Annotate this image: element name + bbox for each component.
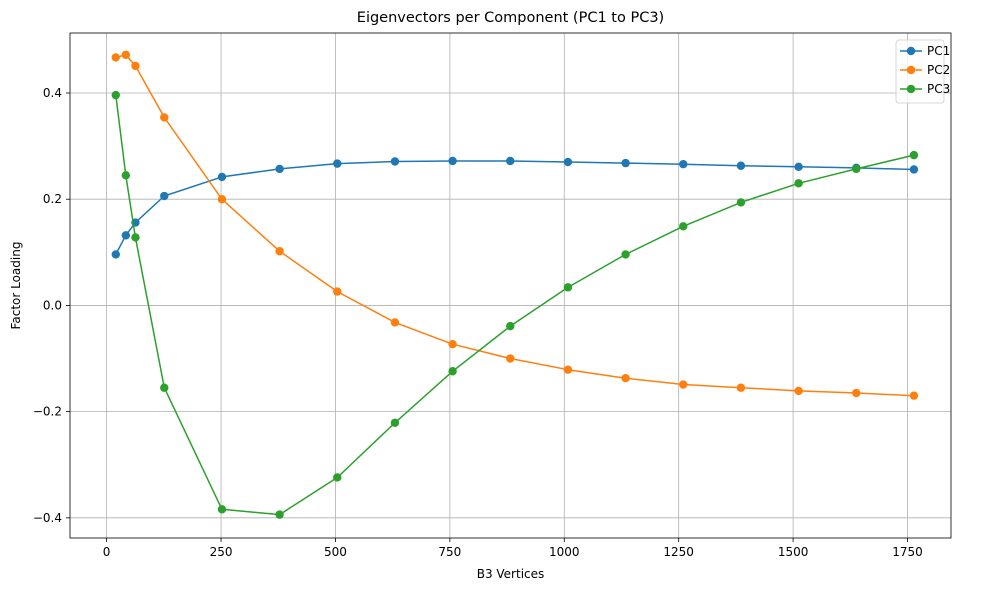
legend-item-pc3: PC3 xyxy=(900,82,950,96)
legend: PC1 PC2 PC3 xyxy=(895,39,950,104)
axis-ticks: 0 250 500 750 1000 1250 1500 1750 −0.4 −0.2 0.0 0.2… xyxy=(33,86,923,559)
data-point-pc3 xyxy=(217,505,227,514)
x-tick-label: 250 xyxy=(210,545,233,559)
data-point-pc2 xyxy=(852,388,861,398)
data-point-pc2 xyxy=(909,391,919,400)
data-point-pc1 xyxy=(275,164,284,174)
data-point-pc2 xyxy=(736,383,746,392)
data-point-pc2 xyxy=(217,195,227,204)
data-point-pc3 xyxy=(160,383,169,392)
data-point-pc1 xyxy=(448,156,457,166)
data-point-pc2 xyxy=(563,365,573,374)
y-axis-label: Factor Loading xyxy=(9,242,23,330)
data-point-pc3 xyxy=(679,222,688,231)
data-point-pc1 xyxy=(736,161,746,170)
legend-label: PC1 xyxy=(927,44,950,58)
x-tick-label: 1000 xyxy=(549,545,580,559)
y-tick-label: −0.2 xyxy=(33,405,62,419)
data-point-pc1 xyxy=(111,250,120,259)
data-point-pc3 xyxy=(333,473,342,482)
data-point-pc1 xyxy=(217,172,227,182)
legend-item-pc1: PC1 xyxy=(900,44,950,58)
data-point-pc3 xyxy=(390,418,400,427)
legend-label: PC3 xyxy=(927,82,950,96)
data-point-pc1 xyxy=(794,162,803,172)
data-point-pc2 xyxy=(448,339,457,349)
x-axis-label: B3 Vertices xyxy=(477,567,545,581)
data-point-pc3 xyxy=(121,171,131,180)
series-pc1 xyxy=(111,156,919,259)
data-point-pc2 xyxy=(275,247,284,256)
series-pc3 xyxy=(111,90,919,519)
y-tick-label: 0.2 xyxy=(43,192,62,206)
series-line-pc3 xyxy=(115,95,915,516)
series-line-pc2 xyxy=(115,54,914,397)
data-point-pc3 xyxy=(621,250,630,259)
data-point-pc3 xyxy=(852,164,861,174)
data-point-pc1 xyxy=(679,159,688,169)
legend-label: PC2 xyxy=(927,63,950,77)
data-point-pc2 xyxy=(160,113,169,122)
data-point-pc3 xyxy=(275,510,284,519)
x-tick-label: 750 xyxy=(438,545,461,559)
plot-frame xyxy=(69,32,952,539)
data-point-pc3 xyxy=(563,283,573,292)
series-layer xyxy=(111,50,919,519)
x-tick-label: 1250 xyxy=(663,545,694,559)
data-point-pc2 xyxy=(111,53,120,62)
data-point-pc3 xyxy=(794,179,803,188)
data-point-pc1 xyxy=(121,231,131,240)
y-tick-label: 0.4 xyxy=(43,86,62,100)
x-tick-label: 1500 xyxy=(778,545,809,559)
data-point-pc3 xyxy=(131,233,140,242)
x-tick-label: 500 xyxy=(324,545,347,559)
y-tick-label: 0.0 xyxy=(43,298,62,312)
series-line-pc1 xyxy=(115,160,914,255)
data-point-pc2 xyxy=(131,61,140,71)
legend-marker xyxy=(906,65,916,75)
data-point-pc1 xyxy=(160,191,169,201)
data-point-pc2 xyxy=(121,50,131,59)
data-point-pc3 xyxy=(448,367,457,376)
grid xyxy=(70,33,951,538)
legend-marker xyxy=(906,46,916,56)
legend-marker xyxy=(906,84,916,94)
data-point-pc1 xyxy=(333,159,342,168)
data-point-pc2 xyxy=(621,373,630,383)
data-point-pc2 xyxy=(679,380,688,389)
data-point-pc2 xyxy=(390,318,400,327)
legend-item-pc2: PC2 xyxy=(900,63,950,77)
series-pc2 xyxy=(111,50,919,400)
data-point-pc1 xyxy=(909,165,919,174)
data-point-pc1 xyxy=(390,157,400,166)
data-point-pc3 xyxy=(736,198,746,207)
data-point-pc3 xyxy=(111,90,120,100)
data-point-pc1 xyxy=(621,158,630,168)
data-point-pc2 xyxy=(794,386,803,396)
data-point-pc2 xyxy=(333,287,342,296)
data-point-pc3 xyxy=(909,150,919,160)
x-tick-label: 1750 xyxy=(892,545,923,559)
data-point-pc1 xyxy=(563,157,573,167)
data-point-pc1 xyxy=(506,156,515,166)
y-tick-label: −0.4 xyxy=(33,511,62,525)
data-point-pc2 xyxy=(506,354,515,363)
data-point-pc3 xyxy=(506,321,515,331)
chart-title: Eigenvectors per Component (PC1 to PC3) xyxy=(357,10,664,26)
x-tick-label: 0 xyxy=(103,545,111,559)
